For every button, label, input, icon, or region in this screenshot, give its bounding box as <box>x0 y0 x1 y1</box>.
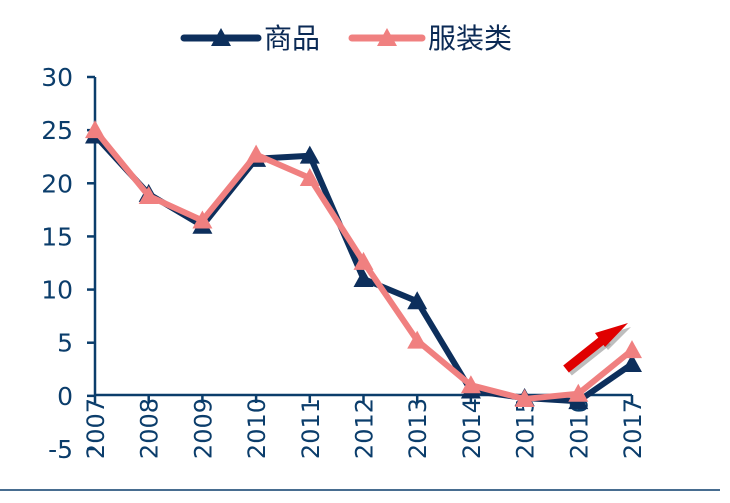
y-tick-label: 0 <box>57 382 73 411</box>
series-1-point <box>138 186 159 205</box>
series-0-point <box>299 145 320 164</box>
series-group <box>85 120 642 410</box>
y-tick-label: -5 <box>48 435 73 464</box>
legend-label-commodity: 商品 <box>264 22 320 55</box>
legend: 商品 服装类 <box>180 22 512 55</box>
y-tick-label: 30 <box>41 63 73 92</box>
x-tick-label: 2007 <box>82 398 110 459</box>
series-1-point <box>460 375 481 394</box>
x-tick-label: 2014 <box>458 398 486 459</box>
legend-item-commodity: 商品 <box>180 22 320 55</box>
series-1-point <box>353 251 374 270</box>
x-tick-label: 2011 <box>297 398 325 459</box>
x-tick-label: 2017 <box>619 398 647 459</box>
x-tick-label: 2012 <box>351 398 379 459</box>
y-tick-label: 15 <box>41 222 73 251</box>
series-1-point <box>568 383 589 402</box>
series-1-point <box>622 340 642 359</box>
series-0-point <box>353 268 374 287</box>
y-tick-label: 25 <box>41 116 73 145</box>
series-1-point <box>246 144 267 163</box>
x-tick-label: 2015 <box>512 398 540 459</box>
legend-label-apparel: 服装类 <box>428 22 512 55</box>
legend-item-apparel: 服装类 <box>348 22 512 55</box>
y-tick-label: 20 <box>41 169 73 198</box>
x-tick-label: 2008 <box>136 398 164 459</box>
series-0-point <box>622 353 642 372</box>
x-tick-label: 2009 <box>189 398 217 459</box>
series-1-point <box>85 120 105 139</box>
series-1-point <box>192 210 213 229</box>
series-1-point <box>514 389 535 408</box>
y-tick-group: 30 25 20 15 10 5 0 -5 <box>41 63 95 464</box>
series-0-point <box>407 291 428 310</box>
y-tick-label: 10 <box>41 276 73 305</box>
x-tick-label: 2013 <box>404 398 432 459</box>
y-tick-label: 5 <box>57 329 73 358</box>
series-1-point <box>299 167 320 186</box>
x-tick-label: 2010 <box>243 398 271 459</box>
x-tick-group: 2007 2008 2009 2010 2011 2012 2013 2014 2015 2016… <box>82 395 647 459</box>
trend-arrow-annotation <box>563 323 631 376</box>
series-1-point <box>407 330 428 349</box>
